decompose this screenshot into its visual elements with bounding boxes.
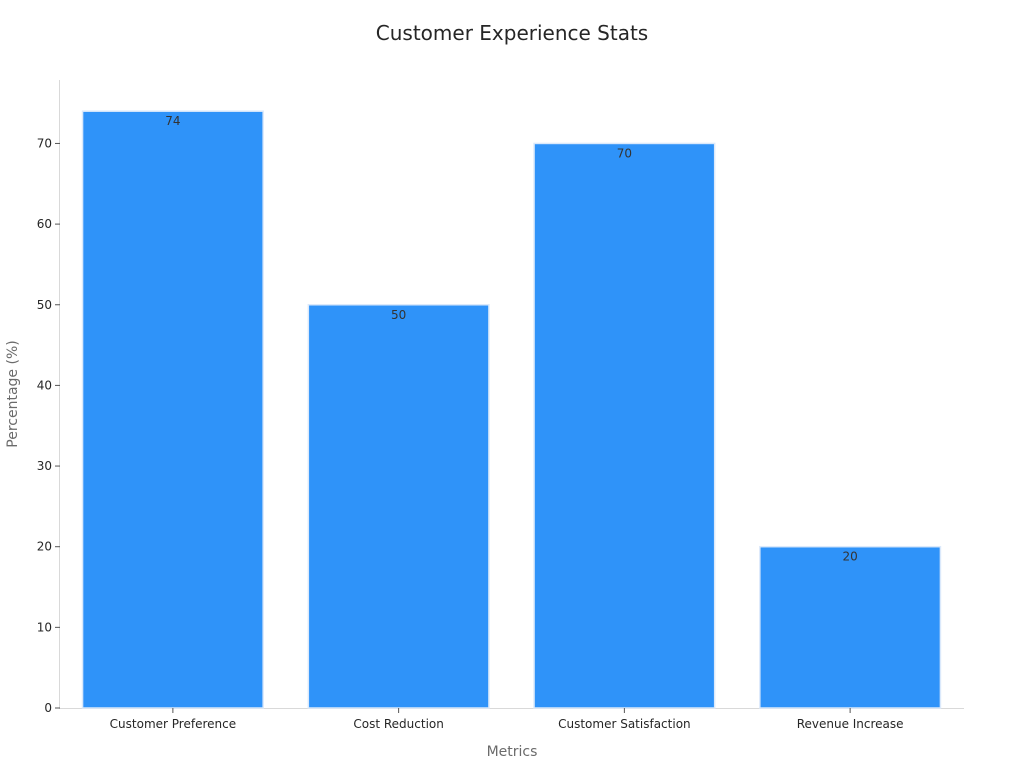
- x-tick-label: Customer Preference: [110, 717, 236, 731]
- y-tick-label: 60: [37, 217, 52, 231]
- bars: [81, 110, 942, 709]
- y-axis-title: Percentage (%): [5, 340, 21, 447]
- y-tick-label: 20: [37, 540, 52, 554]
- x-tick-label: Revenue Increase: [797, 717, 904, 731]
- y-tick-label: 30: [37, 459, 52, 473]
- bar-value-label: 74: [165, 114, 180, 128]
- bar: [307, 304, 490, 709]
- x-ticks: Customer Preference Cost Reduction Custome…: [110, 708, 904, 731]
- bar-value-label: 70: [617, 146, 632, 160]
- bar: [81, 110, 264, 709]
- bar: [533, 142, 716, 709]
- chart-title: Customer Experience Stats: [376, 21, 648, 45]
- y-tick-label: 10: [37, 620, 52, 634]
- value-labels: 74 50 70 20: [165, 114, 858, 564]
- x-tick-label: Customer Satisfaction: [558, 717, 691, 731]
- y-tick-label: 50: [37, 298, 52, 312]
- bar-value-label: 20: [842, 550, 857, 564]
- y-tick-label: 70: [37, 136, 52, 150]
- y-tick-label: 40: [37, 378, 52, 392]
- y-tick-label: 0: [44, 701, 52, 715]
- x-tick-label: Cost Reduction: [353, 717, 443, 731]
- x-axis-title: Metrics: [487, 744, 538, 760]
- bar: [759, 545, 942, 709]
- y-ticks: 0 10 20 30 40 50 60 70: [37, 136, 60, 715]
- bar-value-label: 50: [391, 308, 406, 322]
